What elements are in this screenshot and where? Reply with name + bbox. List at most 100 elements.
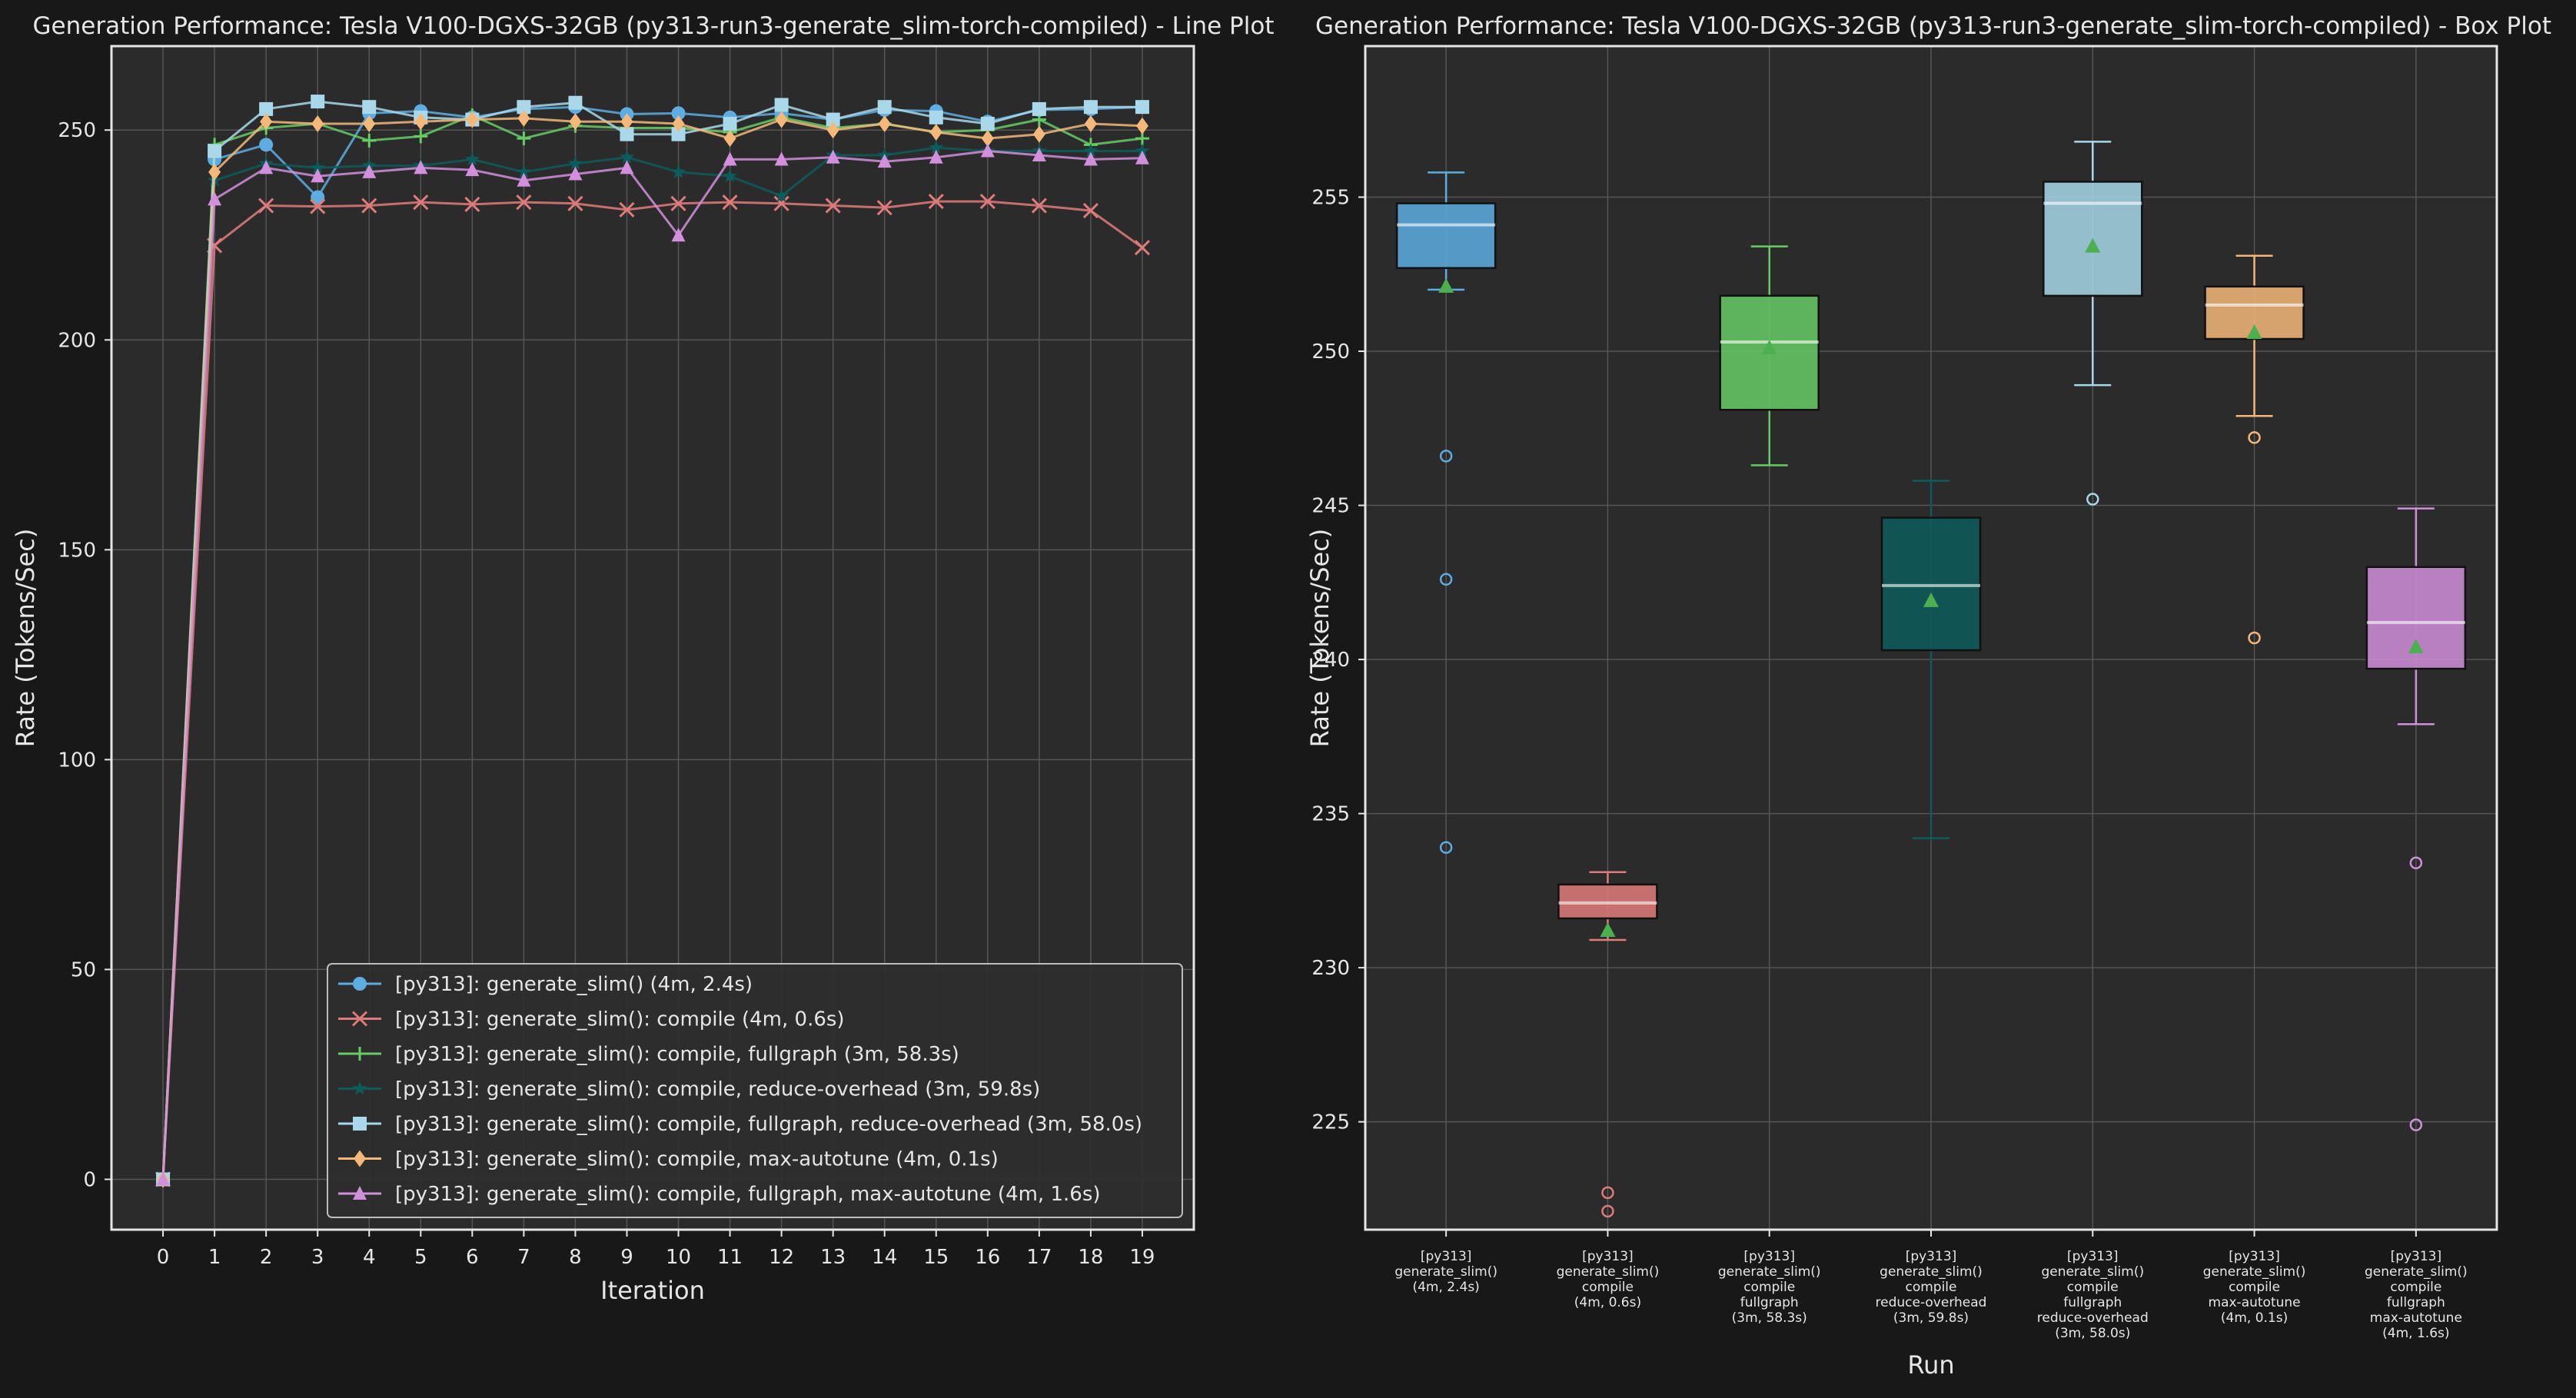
data-point (1083, 151, 1098, 166)
x-tick-label: (4m, 0.1s) (2221, 1310, 2288, 1326)
data-point (773, 195, 789, 211)
outlier-point (1439, 573, 1453, 586)
data-point (876, 200, 892, 216)
data-point (517, 131, 531, 146)
series-1 (155, 193, 1151, 1187)
data-point (311, 168, 325, 183)
x-tick-label: generate_slim() (1394, 1264, 1497, 1280)
x-tick-label: 7 (517, 1246, 530, 1269)
x-tick-label: 11 (717, 1246, 743, 1269)
data-point (259, 160, 274, 174)
data-point (413, 194, 429, 211)
data-point (414, 129, 428, 144)
x-tick-label: 14 (872, 1246, 897, 1269)
data-point (826, 112, 840, 127)
data-point (825, 198, 841, 214)
data-point (208, 144, 222, 158)
data-point (775, 111, 788, 128)
data-point (1032, 101, 1046, 116)
legend-label: [py313]: generate_slim(): compile, reduc… (395, 1078, 1040, 1101)
data-point (620, 160, 634, 174)
x-tick-label: 0 (157, 1246, 170, 1269)
x-tick-label: generate_slim() (2203, 1264, 2306, 1280)
box-plot-grid (1365, 46, 2497, 1230)
legend-label: [py313]: generate_slim(): compile, max-a… (395, 1148, 999, 1171)
data-point (620, 113, 633, 131)
legend-marker (353, 1117, 367, 1131)
x-tick-label: (3m, 58.3s) (1732, 1310, 1807, 1326)
series-4 (156, 95, 1149, 1187)
mean-marker (2246, 324, 2262, 339)
outlier-point (2409, 856, 2423, 870)
data-point (259, 138, 274, 152)
data-point (1032, 125, 1045, 143)
data-point (774, 188, 789, 202)
outlier-point (2248, 431, 2261, 444)
data-point (1135, 150, 1149, 164)
data-point (414, 113, 427, 131)
data-point (619, 201, 635, 218)
data-point (722, 194, 738, 211)
x-tick-label: 6 (466, 1246, 479, 1269)
series-line (161, 105, 1143, 1180)
legend-label: [py313]: generate_slim(): compile, fullg… (395, 1183, 1101, 1206)
outlier-point (1439, 450, 1453, 463)
legend-marker (352, 1081, 367, 1095)
data-point (671, 227, 686, 242)
data-point (774, 151, 789, 166)
data-point (1083, 100, 1098, 115)
box-6 (2365, 507, 2467, 1131)
y-axis-label: Rate (Tokens/Sec) (11, 529, 40, 748)
mean-marker (2408, 639, 2424, 654)
data-point (979, 193, 995, 210)
mean-marker (1600, 921, 1616, 937)
data-point (464, 196, 480, 212)
data-point (567, 195, 583, 211)
data-point (516, 164, 531, 178)
legend-label: [py313]: generate_slim(): compile (4m, 0… (395, 1008, 845, 1031)
x-tick-label: compile (1905, 1280, 1956, 1295)
x-axis-label: Run (1907, 1350, 1954, 1380)
box-0 (1395, 171, 1497, 854)
x-tick-label: [py313] (1906, 1249, 1957, 1264)
series-line (161, 146, 1142, 1180)
y-tick-label: 240 (1311, 649, 1350, 672)
x-tick-label: fullgraph (2063, 1295, 2122, 1310)
data-point (723, 117, 737, 131)
series-5 (157, 109, 1148, 1188)
x-tick-label: [py313] (2391, 1249, 2442, 1264)
y-tick-label: 245 (1311, 495, 1350, 518)
data-point (310, 198, 326, 214)
legend-entry: [py313]: generate_slim() (4m, 2.4s) (338, 973, 753, 996)
legend-marker (353, 1047, 367, 1061)
mean-marker (1923, 592, 1939, 607)
data-point (516, 194, 532, 211)
data-point (568, 166, 583, 181)
legend-marker (354, 1150, 366, 1167)
legend-label: [py313]: generate_slim() (4m, 2.4s) (395, 973, 753, 996)
data-point (361, 198, 377, 214)
data-point (259, 101, 274, 116)
data-point (929, 149, 943, 164)
box-iqr (2365, 566, 2467, 670)
data-point (980, 143, 995, 158)
x-tick-label: (3m, 58.0s) (2055, 1326, 2130, 1341)
box-iqr (1719, 294, 1820, 411)
legend-entry: [py313]: generate_slim(): compile, fullg… (338, 1113, 1142, 1136)
x-tick-label: 2 (260, 1246, 273, 1269)
data-point (1135, 143, 1150, 158)
data-point (362, 164, 377, 178)
data-point (466, 111, 479, 128)
x-tick-label: max-autotune (2209, 1295, 2301, 1310)
data-point (981, 130, 994, 148)
data-point (672, 115, 685, 133)
series-line (161, 117, 1143, 1180)
x-tick-label: compile (2390, 1280, 2441, 1295)
data-point (517, 100, 531, 115)
legend-entry: [py313]: generate_slim(): compile, fullg… (338, 1043, 959, 1066)
outlier-point (1601, 1186, 1614, 1200)
x-tick-label: 4 (363, 1246, 376, 1269)
chart-title: Generation Performance: Tesla V100-DGXS-… (33, 12, 1275, 40)
